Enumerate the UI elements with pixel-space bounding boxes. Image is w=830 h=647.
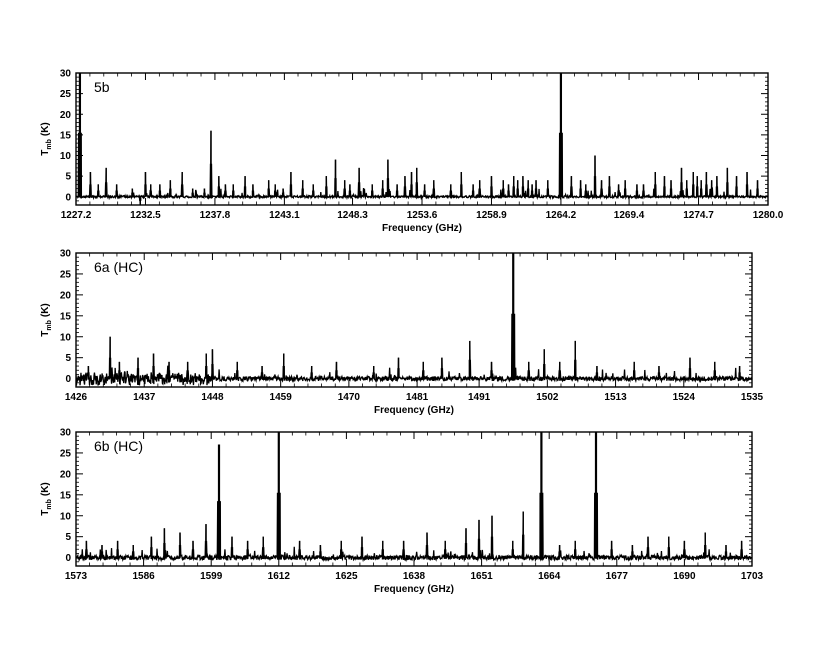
x-tick-label: 1612: [268, 571, 291, 582]
x-tick-label: 1481: [406, 392, 429, 403]
x-tick-label: 1248.3: [337, 210, 368, 221]
x-tick-label: 1470: [338, 392, 361, 403]
panel-1: 0 5 10 15 20 25 30 1426 1437 1448 1459 1470 1481 1491…: [40, 249, 764, 417]
x-tick-label: 1677: [606, 571, 629, 582]
x-tick-label: 1513: [604, 392, 627, 403]
x-tick-label: 1243.1: [269, 210, 300, 221]
y-tick-label: 5: [65, 353, 71, 364]
y-axis-title: Tmb(K): [40, 482, 53, 516]
y-tick-label: 15: [60, 130, 72, 141]
x-tick-label: 1703: [741, 571, 764, 582]
spectrum-line: [76, 253, 752, 387]
y-tick-label: 20: [60, 110, 72, 121]
y-tick-label: 0: [65, 374, 71, 385]
spectrum-line: [76, 432, 752, 563]
y-tick-label: 15: [60, 490, 72, 501]
x-tick-label: 1535: [741, 392, 764, 403]
y-tick-label: 15: [60, 311, 72, 322]
x-tick-label: 1599: [200, 571, 223, 582]
x-tick-label: 1280.0: [753, 210, 784, 221]
x-tick-label: 1269.4: [614, 210, 645, 221]
x-tick-label: 1258.9: [476, 210, 507, 221]
x-tick-label: 1690: [673, 571, 696, 582]
x-axis-title: Frequency (GHz): [374, 584, 454, 595]
panel-2: 0 5 10 15 20 25 30 1573 1586 1599 1612 1625 1638 1651…: [40, 428, 764, 596]
y-axis-title: Tmb(K): [40, 122, 53, 156]
y-tick-label: 20: [60, 290, 72, 301]
y-tick-label: 20: [60, 469, 72, 480]
x-tick-label: 1426: [65, 392, 88, 403]
y-tick-label: 5: [65, 172, 71, 183]
y-axis-title: Tmb(K): [40, 303, 53, 337]
x-tick-label: 1664: [538, 571, 561, 582]
y-tick-label: 0: [65, 192, 71, 203]
x-tick-label: 1524: [673, 392, 696, 403]
y-tick-label: 25: [60, 89, 72, 100]
panel-label: 6a (HC): [94, 259, 143, 275]
y-tick-label: 10: [60, 511, 72, 522]
x-tick-label: 1625: [335, 571, 358, 582]
x-tick-label: 1491: [468, 392, 491, 403]
y-tick-label: 10: [60, 332, 72, 343]
x-axis-title: Frequency (GHz): [374, 405, 454, 416]
y-tick-label: 30: [60, 249, 72, 260]
x-axis-title: Frequency (GHz): [382, 223, 462, 234]
x-tick-label: 1253.6: [407, 210, 438, 221]
x-tick-label: 1274.7: [683, 210, 714, 221]
panel-label: 6b (HC): [94, 438, 143, 454]
y-tick-label: 30: [60, 428, 72, 439]
x-tick-label: 1586: [132, 571, 155, 582]
plot-frame: [75, 431, 753, 567]
plot-frame: [75, 252, 753, 388]
x-tick-label: 1573: [65, 571, 88, 582]
x-tick-label: 1437: [133, 392, 156, 403]
y-tick-label: 25: [60, 269, 72, 280]
panel-label: 5b: [94, 79, 110, 95]
y-tick-label: 5: [65, 532, 71, 543]
panel-0: 0 5 10 15 20 25 30 1227.2 1232.5 1237.8 1243.1 1248…: [40, 69, 784, 235]
x-tick-label: 1232.5: [130, 210, 161, 221]
y-tick-label: 10: [60, 151, 72, 162]
y-tick-label: 30: [60, 69, 72, 80]
x-tick-label: 1502: [536, 392, 559, 403]
x-tick-label: 1264.2: [546, 210, 577, 221]
x-tick-label: 1651: [470, 571, 493, 582]
x-tick-label: 1448: [201, 392, 224, 403]
y-tick-label: 25: [60, 448, 72, 459]
x-tick-label: 1227.2: [61, 210, 92, 221]
x-tick-label: 1638: [403, 571, 426, 582]
x-tick-label: 1237.8: [200, 210, 231, 221]
y-tick-label: 0: [65, 553, 71, 564]
x-tick-label: 1459: [270, 392, 293, 403]
